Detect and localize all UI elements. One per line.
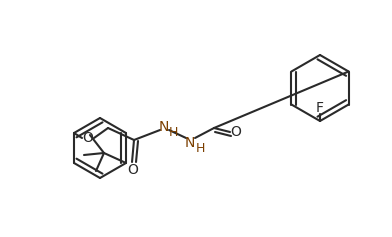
Text: O: O [230,125,241,139]
Text: O: O [127,163,138,177]
Text: N: N [159,120,169,134]
Text: H: H [168,126,178,138]
Text: O: O [83,131,93,145]
Text: F: F [316,101,324,115]
Text: N: N [185,136,195,150]
Text: H: H [195,141,205,155]
